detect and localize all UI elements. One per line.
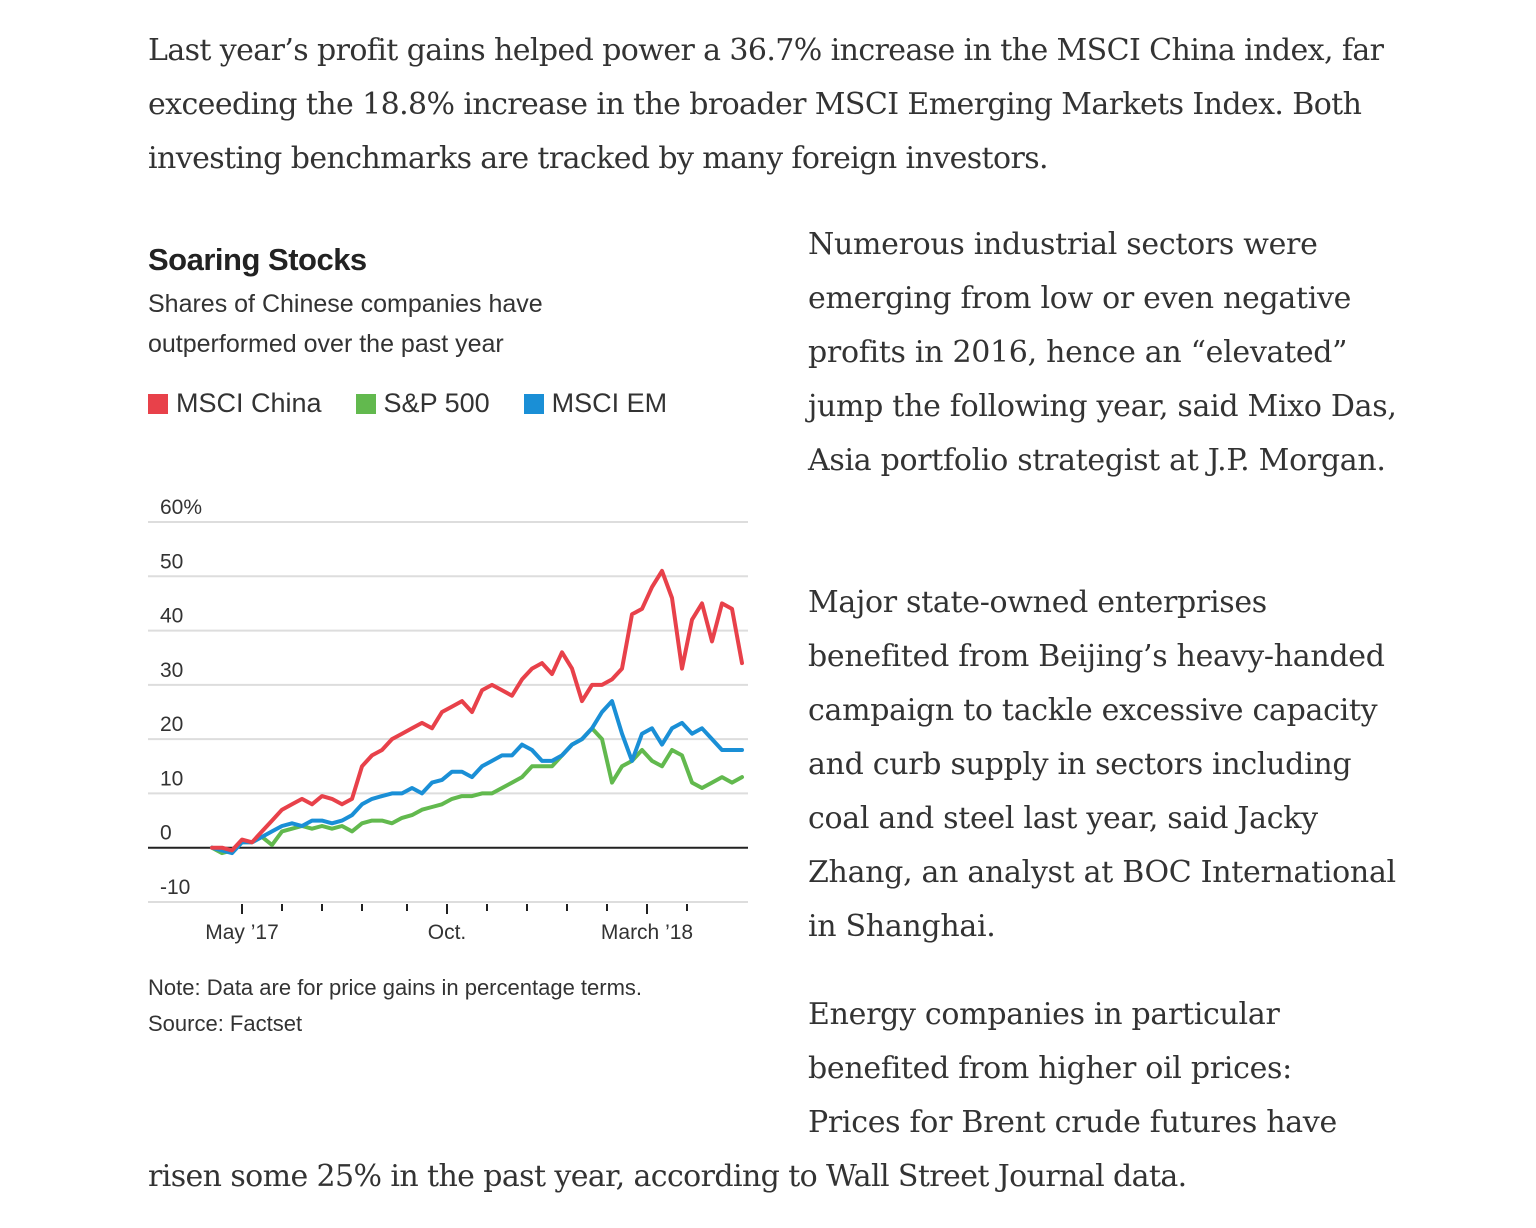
legend-item: MSCI China	[148, 388, 322, 419]
chart-figure: Soaring Stocks Shares of Chinese compani…	[148, 236, 758, 419]
x-tick-label: May ’17	[205, 921, 279, 944]
x-tick-label: March ’18	[601, 921, 693, 944]
chart-source: Source: Factset	[148, 1011, 303, 1036]
y-tick-label: 0	[160, 822, 172, 845]
legend-swatch	[523, 393, 544, 414]
y-tick-label: 50	[160, 550, 183, 573]
x-tick-label: Oct.	[428, 921, 467, 944]
series-line-msci-china	[210, 568, 744, 853]
chart-note: Note: Data are for price gains in percen…	[148, 975, 643, 1000]
y-tick-label: 40	[160, 605, 183, 628]
chart-subtitle: Shares of Chinese companies have outperf…	[148, 290, 543, 358]
chart-footnote: Note: Data are for price gains in percen…	[148, 970, 642, 1042]
legend-label: MSCI EM	[551, 388, 668, 418]
series-line-s-p-500	[210, 726, 744, 856]
body-paragraph-3-continued: risen some 25% in the past year, accordi…	[148, 1159, 1187, 1194]
y-tick-label: 10	[160, 767, 183, 790]
y-tick-label: 30	[160, 659, 183, 682]
legend-label: MSCI China	[176, 388, 322, 418]
legend-swatch	[355, 393, 376, 414]
intro-paragraph: Last year’s profit gains helped power a …	[148, 33, 1384, 176]
body-paragraph-3: Energy companies in particular benefited…	[808, 997, 1337, 1140]
legend-label: S&P 500	[383, 388, 490, 418]
legend-item: MSCI EM	[523, 388, 668, 419]
body-paragraph-2: Major state-owned enterprises benefited …	[808, 585, 1396, 944]
legend-item: S&P 500	[355, 388, 490, 419]
chart-title: Soaring Stocks	[148, 242, 367, 277]
y-tick-label: -10	[160, 876, 190, 899]
y-tick-label: 60%	[160, 496, 202, 519]
y-tick-label: 20	[160, 713, 183, 736]
body-paragraph-1: Numerous industrial sectors were emergin…	[808, 227, 1397, 478]
series-line-msci-em	[210, 699, 744, 856]
chart-legend: MSCI China S&P 500 MSCI EM	[148, 388, 758, 419]
legend-swatch	[148, 393, 168, 414]
